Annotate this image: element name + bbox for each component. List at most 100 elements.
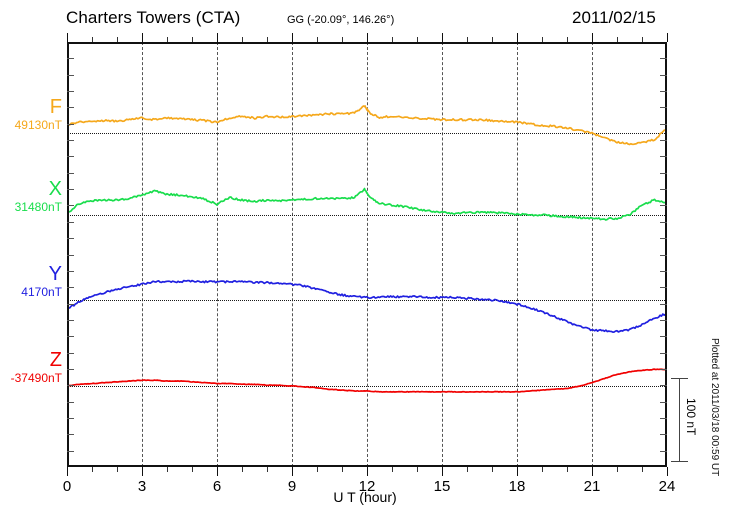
x-tick-top-21 — [592, 33, 593, 42]
scale-bar-top-cap — [671, 378, 688, 379]
gridline-hour-12 — [367, 42, 368, 467]
x-tick-bottom-12 — [367, 467, 368, 476]
x-tick-bottom-22 — [617, 467, 618, 472]
trace-F — [67, 105, 667, 146]
component-label-Z: Z -37490nT — [0, 350, 62, 384]
x-tick-bottom-4 — [167, 467, 168, 472]
y-tick-left-13 — [67, 254, 74, 256]
x-tick-bottom-3 — [142, 467, 143, 476]
x-tick-bottom-16 — [467, 467, 468, 472]
plot-area — [67, 42, 667, 467]
x-tick-label-21: 21 — [583, 478, 601, 495]
y-tick-right-12 — [660, 238, 667, 240]
geographic-coordinates: GG (-20.09°, 146.26°) — [287, 14, 395, 26]
x-tick-bottom-8 — [267, 467, 268, 472]
trace-lines — [67, 105, 667, 393]
x-tick-bottom-19 — [542, 467, 543, 472]
component-label-X: X 31480nT — [0, 179, 62, 213]
gridline-hour-21 — [592, 42, 593, 467]
x-tick-bottom-20 — [567, 467, 568, 472]
y-tick-left-9 — [67, 189, 74, 191]
x-tick-top-15 — [442, 33, 443, 42]
x-tick-top-16 — [467, 37, 468, 42]
gridline-hour-3 — [142, 42, 143, 467]
y-tick-right-3 — [660, 91, 667, 93]
x-tick-top-23 — [642, 37, 643, 42]
y-tick-right-2 — [660, 74, 667, 76]
y-tick-left-5 — [67, 123, 74, 125]
y-tick-left-2 — [67, 74, 74, 76]
scale-bar-bottom-cap — [671, 461, 688, 462]
x-tick-label-18: 18 — [508, 478, 526, 495]
y-tick-right-7 — [660, 156, 667, 158]
y-tick-right-18 — [660, 336, 667, 338]
x-tick-bottom-15 — [442, 467, 443, 476]
y-tick-right-9 — [660, 189, 667, 191]
x-tick-top-7 — [242, 37, 243, 42]
y-tick-right-17 — [660, 319, 667, 321]
y-tick-left-11 — [67, 221, 74, 223]
x-tick-top-11 — [342, 37, 343, 42]
component-baseline-value-Y: 4170nT — [21, 285, 62, 299]
x-tick-bottom-6 — [217, 467, 218, 476]
x-tick-bottom-24 — [667, 467, 668, 476]
x-tick-top-20 — [567, 37, 568, 42]
scale-bar-label: 100 nT — [684, 398, 698, 436]
y-tick-right-15 — [660, 287, 667, 289]
component-symbol-Y: Y — [48, 263, 62, 285]
y-tick-right-6 — [660, 140, 667, 142]
y-tick-left-4 — [67, 107, 74, 109]
baseline-Y — [67, 300, 667, 301]
y-tick-right-24 — [660, 434, 667, 436]
x-tick-bottom-1 — [92, 467, 93, 472]
baseline-F — [67, 133, 667, 134]
x-tick-bottom-0 — [67, 467, 68, 476]
x-tick-top-10 — [317, 37, 318, 42]
x-tick-top-3 — [142, 33, 143, 42]
y-tick-left-23 — [67, 417, 74, 419]
x-tick-bottom-10 — [317, 467, 318, 472]
station-title: Charters Towers (CTA) — [66, 8, 241, 27]
y-tick-right-11 — [660, 221, 667, 223]
x-tick-top-12 — [367, 33, 368, 42]
y-tick-right-19 — [660, 352, 667, 354]
y-tick-left-16 — [67, 303, 74, 305]
x-tick-top-2 — [117, 37, 118, 42]
x-tick-label-6: 6 — [212, 478, 222, 495]
y-tick-left-25 — [67, 450, 74, 452]
y-tick-right-25 — [660, 450, 667, 452]
y-tick-left-19 — [67, 352, 74, 354]
trace-Y — [67, 279, 667, 333]
plot-frame — [67, 42, 667, 467]
x-tick-bottom-2 — [117, 467, 118, 472]
x-tick-top-24 — [667, 33, 668, 42]
component-baseline-value-X: 31480nT — [14, 200, 62, 214]
component-baseline-value-Z: -37490nT — [10, 371, 62, 385]
x-tick-label-15: 15 — [433, 478, 451, 495]
x-tick-bottom-7 — [242, 467, 243, 472]
y-tick-left-17 — [67, 319, 74, 321]
x-tick-top-13 — [392, 37, 393, 42]
y-tick-left-12 — [67, 238, 74, 240]
y-tick-left-7 — [67, 156, 74, 158]
x-tick-top-18 — [517, 33, 518, 42]
y-tick-right-4 — [660, 107, 667, 109]
observation-date: 2011/02/15 — [572, 8, 656, 27]
plotted-timestamp: Plotted at 2011/03/18 00:59 UT — [709, 338, 720, 477]
x-tick-bottom-17 — [492, 467, 493, 472]
x-tick-top-8 — [267, 37, 268, 42]
x-tick-top-5 — [192, 37, 193, 42]
x-tick-top-22 — [617, 37, 618, 42]
x-tick-top-17 — [492, 37, 493, 42]
y-tick-right-23 — [660, 417, 667, 419]
y-tick-left-1 — [67, 58, 74, 60]
scale-bar — [679, 378, 680, 461]
x-tick-top-14 — [417, 37, 418, 42]
y-tick-left-10 — [67, 205, 74, 207]
x-tick-top-19 — [542, 37, 543, 42]
y-tick-right-8 — [660, 172, 667, 174]
x-tick-top-4 — [167, 37, 168, 42]
y-tick-left-8 — [67, 172, 74, 174]
y-tick-right-10 — [660, 205, 667, 207]
x-tick-bottom-13 — [392, 467, 393, 472]
